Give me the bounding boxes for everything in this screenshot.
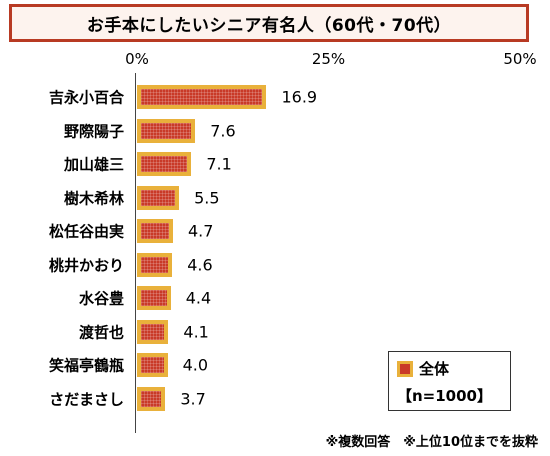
- data-label: 3.7: [180, 389, 206, 408]
- x-tick-label: 0%: [125, 50, 149, 68]
- bar: [137, 319, 169, 344]
- bar: [137, 386, 166, 411]
- category-label: 水谷豊: [78, 289, 124, 308]
- bar: [137, 85, 267, 109]
- data-label: 7.1: [206, 154, 232, 174]
- bar: [137, 219, 173, 243]
- data-label: 16.9: [281, 87, 318, 107]
- bar: [137, 185, 180, 210]
- category-label: さだまさし: [49, 390, 124, 408]
- x-tick-label: 25%: [311, 50, 346, 68]
- bar: [137, 252, 173, 277]
- category-label: 桃井かおり: [48, 256, 124, 274]
- legend-entry: 全体: [397, 358, 502, 379]
- category-label: 松任谷由実: [48, 222, 124, 241]
- bar: [137, 118, 196, 143]
- data-label: 4.0: [182, 355, 209, 375]
- data-label: 4.4: [185, 288, 212, 308]
- data-label: 7.6: [210, 121, 236, 140]
- category-label: 野際陽子: [63, 122, 124, 140]
- category-label: 加山雄三: [63, 155, 124, 174]
- legend-sample-size: 【n=1000】: [397, 387, 492, 405]
- bar: [137, 353, 168, 377]
- y-axis-line: [135, 73, 136, 433]
- legend: 全体 【n=1000】: [388, 351, 511, 411]
- category-label: 笑福亭鶴瓶: [48, 356, 124, 375]
- footnote: ※複数回答 ※上位10位までを抜粋: [325, 435, 538, 450]
- data-label: 4.1: [183, 322, 209, 341]
- chart-title-box: お手本にしたいシニア有名人（60代・70代）: [9, 4, 529, 42]
- legend-label: 全体: [419, 360, 450, 378]
- chart-title: お手本にしたいシニア有名人（60代・70代）: [86, 15, 452, 36]
- category-label: 渡哲也: [78, 323, 124, 341]
- category-label: 樹木希林: [63, 189, 124, 207]
- bar: [137, 152, 192, 176]
- data-label: 4.7: [188, 221, 214, 241]
- category-label: 吉永小百合: [48, 88, 124, 107]
- bar: [137, 286, 171, 310]
- x-tick-label: 50%: [503, 50, 537, 68]
- legend-swatch: [397, 360, 413, 377]
- data-label: 4.6: [187, 255, 213, 274]
- data-label: 5.5: [194, 188, 220, 207]
